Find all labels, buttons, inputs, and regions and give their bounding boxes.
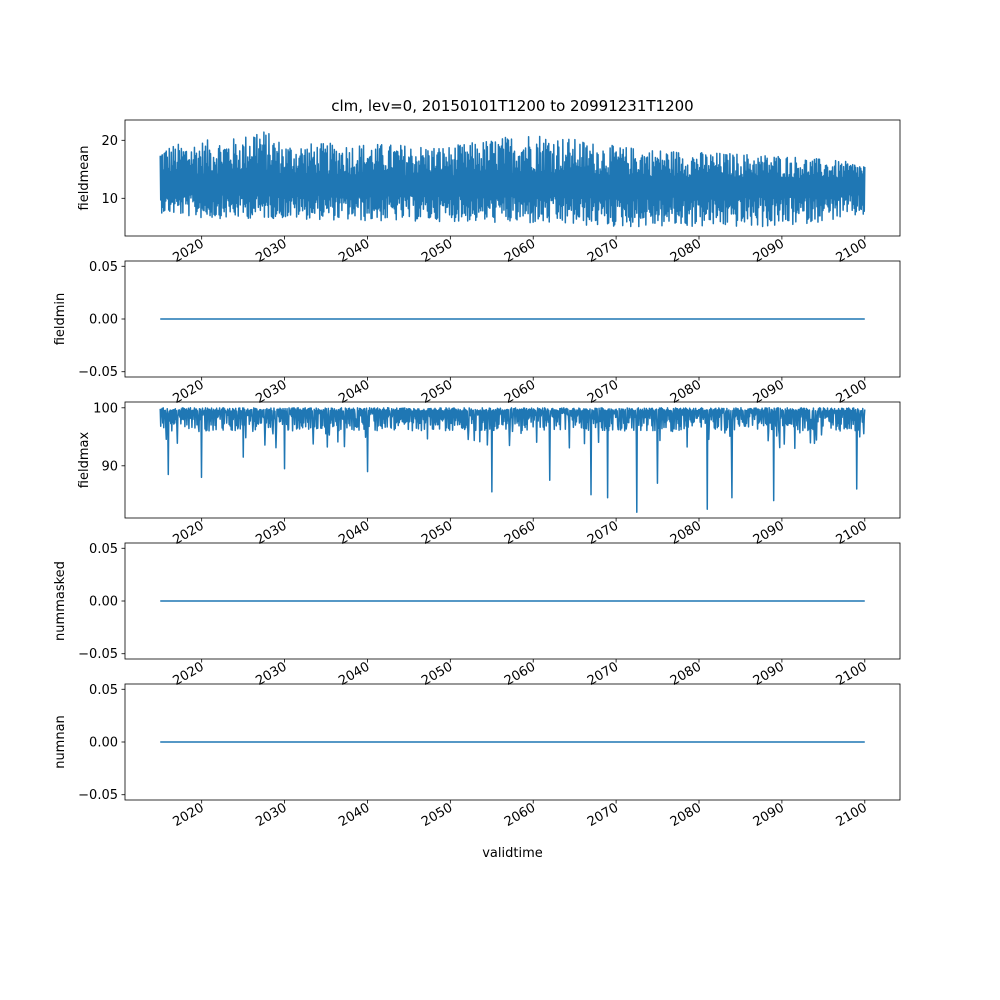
y-tick-label-fieldmean: 10 xyxy=(101,192,118,207)
y-tick-label-fieldmax: 90 xyxy=(101,459,118,474)
axes-frame-fieldmean xyxy=(124,119,901,237)
y-tick-label-fieldmin: 0.05 xyxy=(89,260,118,275)
series-fieldmax xyxy=(159,407,866,513)
y-tick-label-numnan: 0.05 xyxy=(89,683,118,698)
y-tick-label-fieldmin: −0.05 xyxy=(78,365,118,380)
y-axis-label-fieldmin: fieldmin xyxy=(53,293,68,346)
x-axis-label: validtime xyxy=(482,846,543,861)
series-fieldmean xyxy=(159,131,866,228)
y-tick-label-nummasked: −0.05 xyxy=(78,647,118,662)
y-tick-label-numnan: −0.05 xyxy=(78,788,118,803)
y-axis-label-fieldmean: fieldmean xyxy=(77,146,92,211)
y-axis-label-numnan: numnan xyxy=(53,715,68,769)
y-tick-label-fieldmean: 20 xyxy=(101,134,118,149)
y-axis-label-nummasked: nummasked xyxy=(53,561,68,641)
axes-frame-fieldmax xyxy=(124,401,901,519)
y-tick-label-fieldmin: 0.00 xyxy=(89,313,118,328)
series-line-fieldmean xyxy=(159,131,866,228)
y-tick-label-nummasked: 0.05 xyxy=(89,542,118,557)
series-line-fieldmax xyxy=(159,407,866,513)
figure-title: clm, lev=0, 20150101T1200 to 20991231T12… xyxy=(331,97,693,115)
y-tick-label-fieldmax: 100 xyxy=(93,401,118,416)
y-tick-label-nummasked: 0.00 xyxy=(89,595,118,610)
y-axis-label-fieldmax: fieldmax xyxy=(77,432,92,489)
y-tick-label-numnan: 0.00 xyxy=(89,736,118,751)
